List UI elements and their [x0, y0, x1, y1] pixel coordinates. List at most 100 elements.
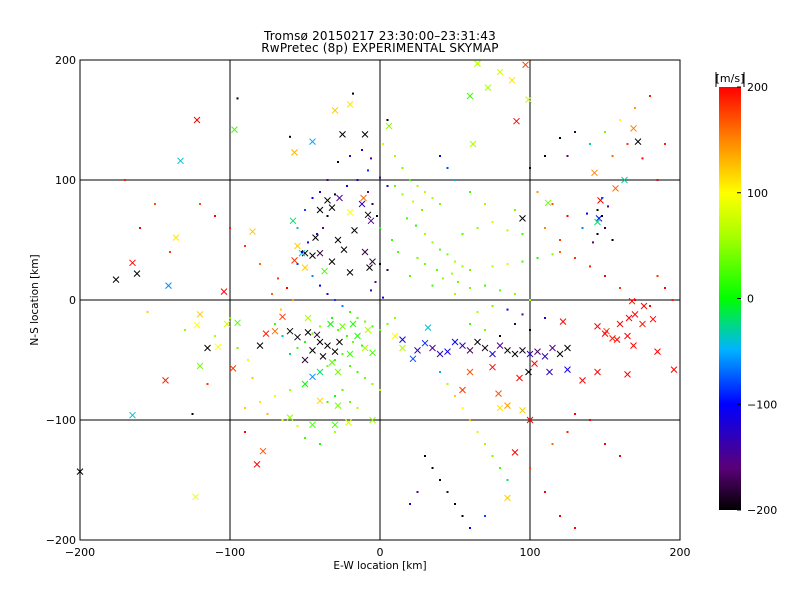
data-point-dot: [499, 467, 501, 469]
data-point-stroke: [508, 77, 516, 84]
data-point-dot: [337, 329, 339, 331]
data-point-stroke: [364, 211, 372, 219]
data-point-dot: [566, 215, 569, 217]
data-point-x: [594, 368, 601, 376]
data-point-x: [654, 348, 661, 355]
data-point-x: [361, 131, 369, 138]
data-point-x: [424, 324, 432, 331]
data-point-dot: [604, 275, 606, 277]
data-point-stroke: [399, 344, 406, 352]
data-point-dot: [401, 193, 404, 196]
data-point-dot: [259, 263, 261, 265]
data-point-x: [369, 258, 376, 265]
data-point-dot: [586, 212, 588, 215]
data-point-dot: [379, 263, 381, 265]
data-point-dot: [334, 395, 336, 397]
data-point-x: [313, 331, 321, 339]
data-point-stroke: [519, 407, 526, 414]
data-point-stroke: [291, 149, 298, 156]
data-point-dot: [551, 253, 554, 256]
data-point-stroke: [474, 60, 481, 67]
data-point-stroke: [489, 350, 496, 358]
data-point-dot: [319, 325, 321, 328]
data-point-dot: [334, 193, 336, 196]
data-point-x: [223, 320, 231, 328]
data-point-x: [334, 236, 342, 244]
data-point-dot: [424, 191, 426, 193]
data-point-stroke: [253, 461, 261, 468]
data-point-dot: [446, 253, 449, 256]
data-point-x: [649, 315, 657, 323]
data-point-x: [481, 344, 489, 352]
data-point-dot: [469, 269, 471, 271]
colorbar-tick-label: 200: [747, 81, 768, 94]
data-point-x: [193, 116, 201, 124]
data-point-dot: [506, 229, 509, 232]
data-point-dot: [514, 323, 516, 325]
data-point-stroke: [309, 347, 316, 354]
data-point-stroke: [522, 61, 529, 69]
data-point-stroke: [345, 419, 352, 426]
data-point-dot: [626, 143, 629, 145]
data-point-dot: [581, 227, 584, 229]
data-point-stroke: [594, 218, 601, 226]
data-point-dot: [286, 287, 288, 289]
data-point-stroke: [369, 349, 376, 357]
data-point-stroke: [444, 348, 451, 355]
data-point-dot: [446, 383, 449, 385]
data-point-stroke: [534, 348, 541, 355]
data-point-dot: [251, 377, 254, 379]
data-point-dot: [559, 515, 561, 517]
data-point-dot: [371, 383, 374, 385]
data-point-dot: [289, 353, 291, 355]
data-point-x: [631, 311, 639, 318]
data-point-stroke: [531, 360, 538, 367]
data-point-x: [469, 140, 477, 148]
data-point-dot: [484, 329, 486, 331]
data-point-stroke: [331, 421, 339, 429]
data-point-stroke: [612, 185, 619, 192]
data-point-x: [559, 318, 567, 325]
data-point-dot: [499, 335, 501, 337]
data-point-x: [594, 323, 601, 330]
data-point-dot: [341, 305, 344, 307]
data-point-dot: [382, 143, 384, 145]
data-point-dot: [356, 407, 359, 409]
data-point-stroke: [328, 204, 336, 211]
data-point-stroke: [459, 342, 466, 349]
data-point-dot: [469, 287, 471, 289]
data-point-x: [474, 338, 481, 346]
data-point-dot: [346, 185, 348, 187]
data-point-dot: [199, 203, 201, 205]
data-point-dot: [536, 191, 539, 193]
data-point-x: [474, 60, 481, 67]
data-point-stroke: [516, 374, 523, 382]
data-point-stroke: [424, 324, 432, 331]
data-point-stroke: [649, 315, 657, 323]
data-point-dot: [469, 419, 471, 421]
data-point-stroke: [504, 402, 511, 409]
data-point-dot: [431, 284, 434, 287]
data-point-dot: [367, 169, 369, 172]
data-point-dot: [592, 241, 594, 244]
data-point-dot: [574, 257, 576, 259]
data-point-x: [309, 252, 316, 259]
data-point-stroke: [631, 311, 639, 318]
data-point-stroke: [385, 122, 393, 130]
data-point-stroke: [519, 347, 526, 354]
data-point-x: [504, 494, 511, 502]
data-point-stroke: [504, 494, 511, 502]
data-point-x: [294, 242, 301, 250]
data-point-stroke: [331, 107, 339, 114]
data-point-x: [249, 228, 256, 235]
data-point-x: [522, 61, 529, 69]
data-point-stroke: [360, 194, 367, 202]
data-point-stroke: [129, 411, 136, 419]
data-point-stroke: [309, 421, 316, 429]
data-point-x: [204, 344, 211, 352]
data-point-stroke: [351, 227, 358, 234]
data-point-dot: [596, 233, 599, 235]
data-point-x: [177, 157, 184, 165]
data-point-dot: [281, 419, 284, 421]
data-point-x: [564, 344, 571, 352]
